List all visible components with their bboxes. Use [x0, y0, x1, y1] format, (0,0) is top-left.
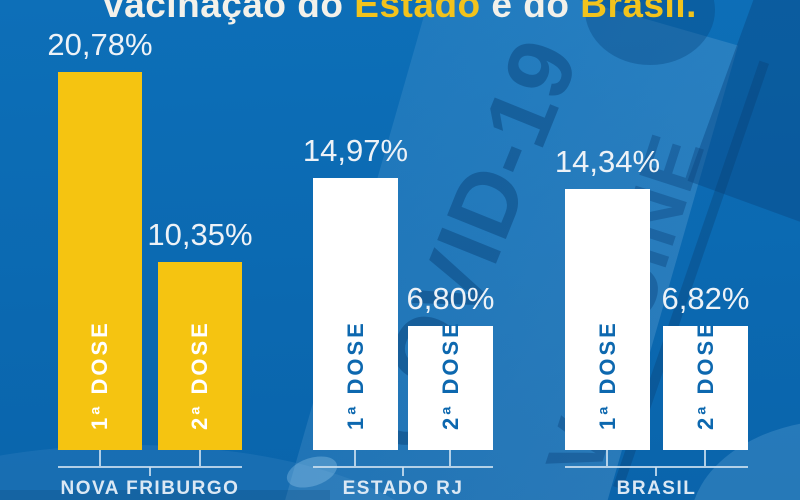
bar-estado-rj-dose1: 14,97% 1ª DOSE [303, 133, 408, 450]
bracket-tick [449, 450, 451, 466]
bracket-tick [99, 450, 101, 466]
bar-value-label: 6,80% [406, 281, 495, 316]
bar-value-label: 14,34% [554, 144, 661, 179]
bracket-tick [199, 450, 201, 466]
bar-estado-rj-dose2: 6,80% 2ª DOSE [407, 281, 494, 450]
bracket-center-tick [402, 467, 404, 476]
dose-label: 1ª DOSE [594, 320, 620, 430]
bar-brasil-dose1: 14,34% 1ª DOSE [555, 144, 660, 450]
title-segment-highlight: Estado [354, 0, 481, 25]
group-bracket-nova-friburgo: NOVA FRIBURGO [58, 450, 242, 500]
bar-nova-friburgo-dose1: 20,78% 1ª DOSE [47, 27, 153, 450]
bracket-center-tick [655, 467, 657, 476]
bar-nova-friburgo-dose2: 10,35% 2ª DOSE [147, 217, 253, 450]
bar-value-label: 10,35% [147, 217, 253, 252]
dose-label: 2ª DOSE [692, 320, 718, 430]
title-segment: vacinação do [103, 0, 355, 25]
group-label-estado-rj: ESTADO RJ [342, 478, 464, 499]
bar-value-label: 14,97% [302, 133, 409, 168]
title-segment-highlight: Brasil. [580, 0, 697, 25]
background-bottom-edge [0, 490, 330, 500]
dose-label: 2ª DOSE [437, 320, 463, 430]
dose-label: 2ª DOSE [187, 320, 212, 430]
bracket-tick [606, 450, 608, 466]
group-label-brasil: BRASIL [616, 478, 697, 499]
group-label-nova-friburgo: NOVA FRIBURGO [60, 478, 240, 499]
title-segment: e do [480, 0, 581, 25]
page-title: vacinação do Estado e do Brasil. [0, 0, 800, 26]
group-bracket-estado-rj: ESTADO RJ [313, 450, 493, 500]
bracket-tick [354, 450, 356, 466]
bar-value-label: 6,82% [661, 281, 750, 316]
bracket-tick [704, 450, 706, 466]
dose-label: 1ª DOSE [342, 320, 368, 430]
bracket-center-tick [149, 467, 151, 476]
group-bracket-brasil: BRASIL [565, 450, 748, 500]
bar-value-label: 20,78% [47, 27, 153, 62]
dose-label: 1ª DOSE [87, 320, 112, 430]
bar-brasil-dose2: 6,82% 2ª DOSE [662, 281, 749, 450]
